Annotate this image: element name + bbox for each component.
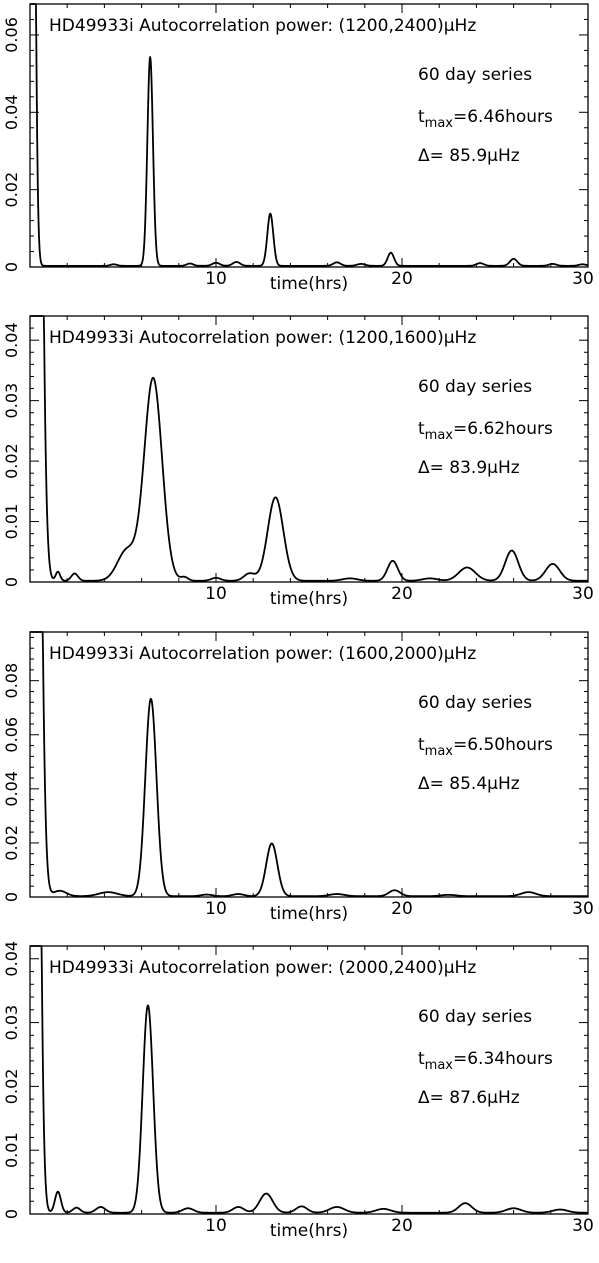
y-tick-label: 0 bbox=[2, 577, 21, 587]
y-tick-label: 0.04 bbox=[2, 94, 21, 130]
plot-frame bbox=[29, 315, 589, 583]
y-tick-label: 0.03 bbox=[2, 1005, 21, 1041]
tmax-annotation: tmax=6.34hours bbox=[418, 1049, 553, 1073]
x-axis-label: time(hrs) bbox=[270, 274, 348, 294]
series-annotation: 60 day series bbox=[418, 65, 532, 85]
y-tick-label: 0.02 bbox=[2, 172, 21, 208]
plot-frame bbox=[29, 631, 589, 898]
x-tick-label: 10 bbox=[205, 899, 227, 919]
y-tick-label: 0.02 bbox=[2, 1069, 21, 1105]
tmax-annotation: tmax=6.62hours bbox=[418, 419, 553, 443]
x-axis-label: time(hrs) bbox=[270, 1221, 348, 1241]
delta-annotation: Δ= 85.4μHz bbox=[418, 774, 520, 794]
x-tick-label: 20 bbox=[391, 1216, 413, 1236]
tmax-annotation: tmax=6.50hours bbox=[418, 735, 553, 759]
autocorrelation-line bbox=[29, 315, 589, 582]
y-tick-label: 0.08 bbox=[2, 663, 21, 699]
y-tick-label: 0.01 bbox=[2, 1132, 21, 1168]
y-tick-label: 0.02 bbox=[2, 443, 21, 479]
chart-panel-4: 0 0.01 0.02 0.03 0.04 10 20 30 time(hrs) HD49933i… bbox=[2, 941, 594, 1241]
chart-panel-3: 0 0.02 0.04 0.06 0.08 10 20 30 time(hrs) HD49933i… bbox=[2, 631, 594, 924]
plot-frame bbox=[29, 945, 589, 1215]
y-tick-label: 0.04 bbox=[2, 771, 21, 807]
y-tick-label: 0.02 bbox=[2, 825, 21, 861]
y-tick-label: 0.01 bbox=[2, 504, 21, 540]
y-tick-label: 0.03 bbox=[2, 383, 21, 419]
chart-title: HD49933i Autocorrelation power: (1600,20… bbox=[49, 644, 476, 664]
delta-annotation: Δ= 83.9μHz bbox=[418, 458, 520, 478]
chart-panel-2: 0 0.01 0.02 0.03 0.04 10 20 30 time(hrs) HD49933i… bbox=[2, 315, 594, 609]
chart-title: HD49933i Autocorrelation power: (2000,24… bbox=[49, 958, 476, 978]
series-annotation: 60 day series bbox=[418, 377, 532, 397]
x-tick-label: 30 bbox=[572, 899, 594, 919]
x-tick-label: 30 bbox=[572, 584, 594, 604]
y-tick-label: 0.04 bbox=[2, 941, 21, 977]
y-tick-label: 0 bbox=[2, 262, 21, 272]
y-tick-label: 0 bbox=[2, 1209, 21, 1219]
chart-panel-1: 0 0.02 0.04 0.06 10 20 30 time(hrs) HD49933i Aut… bbox=[2, 3, 594, 294]
delta-annotation: Δ= 87.6μHz bbox=[418, 1088, 520, 1108]
x-tick-label: 10 bbox=[205, 584, 227, 604]
autocorrelation-line bbox=[29, 631, 589, 898]
series-annotation: 60 day series bbox=[418, 1007, 532, 1027]
y-tick-label: 0.06 bbox=[2, 17, 21, 53]
x-axis-label: time(hrs) bbox=[270, 904, 348, 924]
y-tick-label: 0.04 bbox=[2, 322, 21, 358]
x-tick-label: 20 bbox=[391, 269, 413, 289]
delta-annotation: Δ= 85.9μHz bbox=[418, 146, 520, 166]
plot-frame bbox=[29, 3, 589, 268]
x-tick-label: 30 bbox=[572, 1216, 594, 1236]
x-tick-label: 20 bbox=[391, 899, 413, 919]
x-tick-label: 20 bbox=[391, 584, 413, 604]
chart-title: HD49933i Autocorrelation power: (1200,16… bbox=[49, 328, 476, 348]
x-tick-label: 10 bbox=[205, 269, 227, 289]
tmax-annotation: tmax=6.46hours bbox=[418, 107, 553, 131]
chart-title: HD49933i Autocorrelation power: (1200,24… bbox=[49, 16, 476, 36]
x-tick-label: 30 bbox=[572, 269, 594, 289]
autocorrelation-line bbox=[29, 945, 589, 1214]
series-annotation: 60 day series bbox=[418, 693, 532, 713]
x-tick-label: 10 bbox=[205, 1216, 227, 1236]
y-tick-label: 0.06 bbox=[2, 717, 21, 753]
y-tick-label: 0 bbox=[2, 892, 21, 902]
autocorrelation-line bbox=[29, 3, 589, 267]
x-axis-label: time(hrs) bbox=[270, 589, 348, 609]
